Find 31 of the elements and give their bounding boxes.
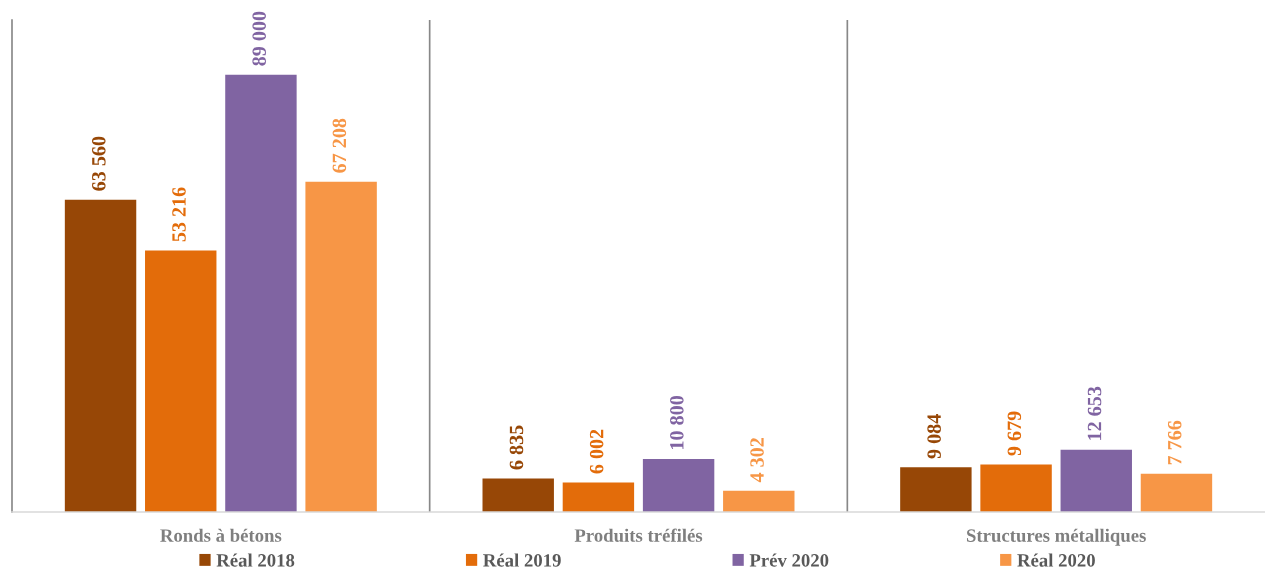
legend-label: Prév 2020 [749, 553, 829, 567]
x-tick-label: Structures métalliques [966, 528, 1146, 546]
bar [1140, 473, 1213, 512]
data-label: 53 216 [172, 187, 186, 242]
legend-label: Réal 2020 [1017, 553, 1095, 567]
x-tick-label: Ronds à bétons [160, 528, 282, 542]
bar [980, 464, 1052, 512]
data-label: 89 000 [252, 11, 266, 66]
bar [900, 467, 972, 512]
data-label: 6 835 [509, 425, 524, 470]
bar [225, 74, 297, 512]
data-label: 12 653 [1087, 386, 1102, 440]
data-label: 63 560 [92, 136, 106, 191]
data-label: 10 800 [670, 395, 684, 449]
bar [145, 250, 217, 512]
bar [562, 482, 635, 512]
data-label: 4 302 [750, 438, 764, 483]
data-label: 9 084 [927, 414, 941, 459]
data-label: 67 208 [332, 118, 347, 173]
bar [642, 458, 715, 512]
data-label: 6 002 [589, 429, 604, 474]
data-label: 7 766 [1167, 420, 1182, 465]
legend-label: Réal 2019 [483, 553, 561, 567]
x-tick-label: Produits tréfilés [574, 528, 703, 542]
bar [305, 181, 377, 512]
bar [482, 478, 554, 512]
bar [723, 490, 795, 512]
bar [1060, 449, 1132, 512]
bar [64, 199, 137, 512]
legend-label: Réal 2018 [216, 553, 295, 567]
data-label: 9 679 [1007, 411, 1022, 456]
